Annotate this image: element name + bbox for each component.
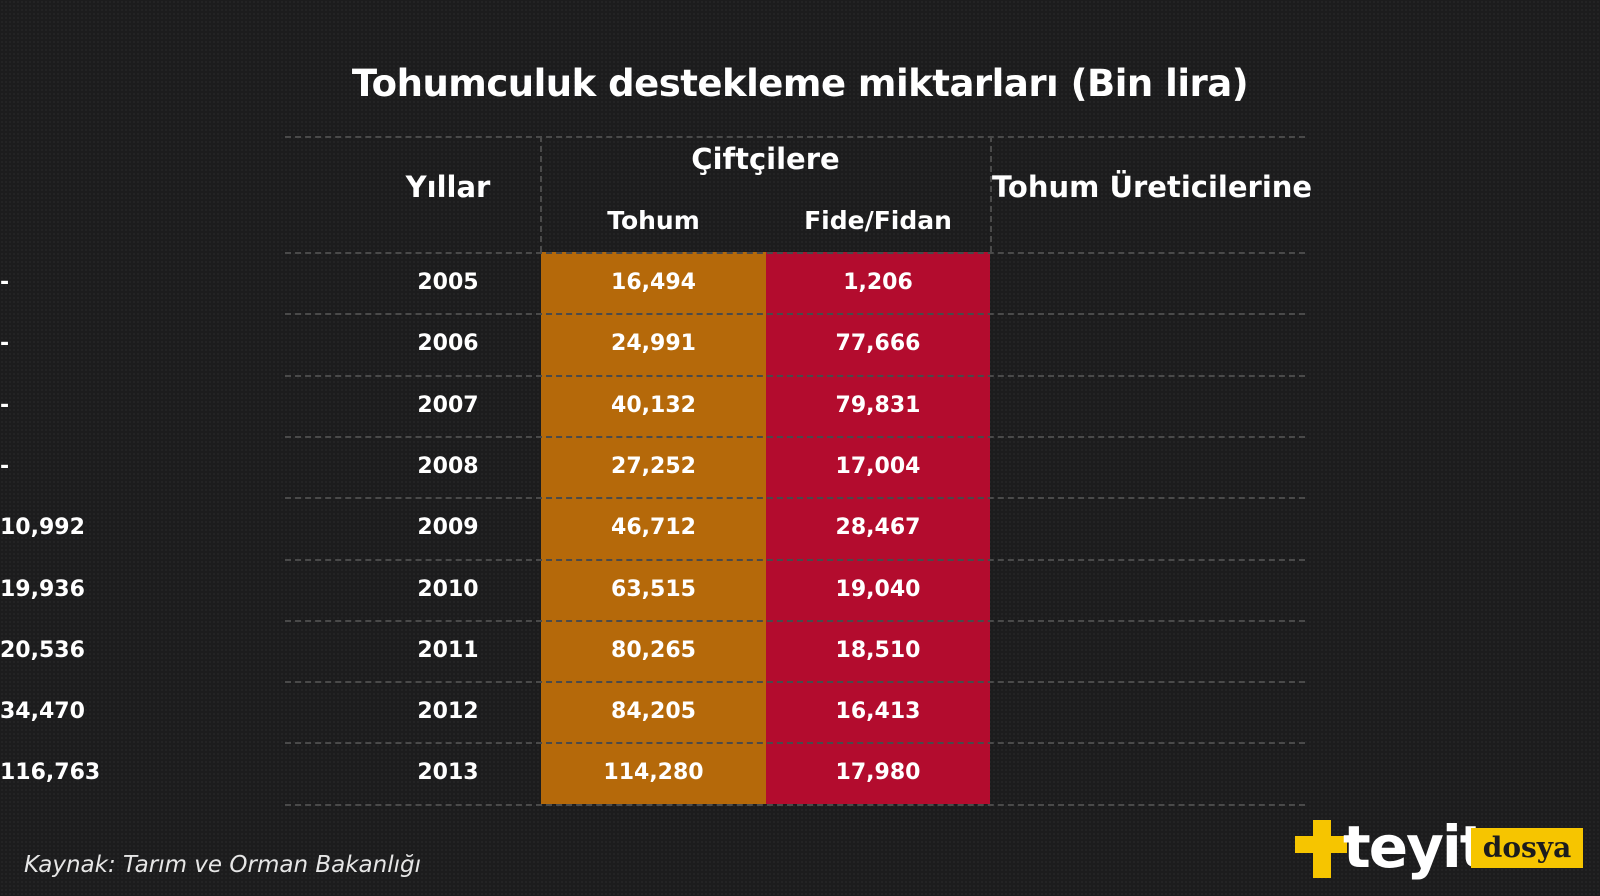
row-separator [285, 804, 1305, 806]
fide-cell: 77,666 [835, 331, 921, 356]
row-separator [285, 497, 1305, 499]
tohum-column-fill [541, 252, 766, 804]
uretici-cell: - [0, 270, 10, 295]
fide-cell: 17,004 [835, 454, 921, 479]
tohum-cell: 46,712 [611, 515, 696, 540]
uretici-cell: 116,763 [0, 760, 101, 785]
header-fide: Fide/Fidan [804, 206, 952, 235]
year-cell: 2013 [417, 760, 479, 785]
logo-wordmark: teyit [1343, 813, 1487, 881]
uretici-cell: - [0, 331, 10, 356]
row-separator [285, 681, 1305, 683]
row-separator [285, 436, 1305, 438]
year-cell: 2010 [417, 577, 479, 602]
year-cell: 2011 [417, 638, 479, 663]
teyit-dosya-logo: teyit dosya [1295, 812, 1585, 890]
fide-cell: 17,980 [835, 760, 921, 785]
year-cell: 2005 [417, 270, 479, 295]
fide-cell: 19,040 [835, 577, 921, 602]
row-separator [285, 620, 1305, 622]
row-separator [285, 136, 1305, 138]
tohum-cell: 63,515 [611, 577, 696, 602]
fide-cell: 16,413 [835, 699, 921, 724]
year-cell: 2007 [417, 393, 479, 418]
chart-title: Tohumculuk destekleme miktarları (Bin li… [351, 62, 1249, 105]
year-cell: 2012 [417, 699, 479, 724]
fide-column-fill [766, 252, 990, 804]
tohum-cell: 27,252 [611, 454, 696, 479]
tohum-cell: 114,280 [603, 760, 704, 785]
header-years: Yıllar [405, 170, 491, 204]
fide-cell: 1,206 [843, 270, 913, 295]
row-separator [285, 559, 1305, 561]
header-tohum: Tohum [607, 206, 700, 235]
year-cell: 2008 [417, 454, 479, 479]
year-cell: 2006 [417, 331, 479, 356]
uretici-cell: 20,536 [0, 638, 85, 663]
uretici-cell: - [0, 454, 10, 479]
tohum-cell: 84,205 [611, 699, 696, 724]
uretici-cell: 10,992 [0, 515, 85, 540]
tohum-cell: 80,265 [611, 638, 696, 663]
logo-badge: dosya [1471, 828, 1583, 868]
tohum-cell: 40,132 [611, 393, 696, 418]
year-cell: 2009 [417, 515, 479, 540]
row-separator [285, 313, 1305, 315]
tohum-cell: 24,991 [611, 331, 696, 356]
header-ciftcilere: Çiftçilere [691, 142, 840, 176]
tohum-cell: 16,494 [611, 270, 696, 295]
uretici-cell: 34,470 [0, 699, 85, 724]
header-divider-left [540, 136, 542, 252]
teyit-cross-icon [1295, 812, 1347, 886]
source-note: Kaynak: Tarım ve Orman Bakanlığı [24, 852, 421, 878]
fide-cell: 28,467 [835, 515, 921, 540]
uretici-cell: - [0, 393, 10, 418]
uretici-cell: 19,936 [0, 577, 85, 602]
row-separator [285, 252, 1305, 254]
fide-cell: 18,510 [835, 638, 921, 663]
row-separator [285, 375, 1305, 377]
header-uretici: Tohum Üreticilerine [992, 170, 1313, 204]
row-separator [285, 742, 1305, 744]
header-divider-right [990, 136, 992, 252]
fide-cell: 79,831 [835, 393, 921, 418]
